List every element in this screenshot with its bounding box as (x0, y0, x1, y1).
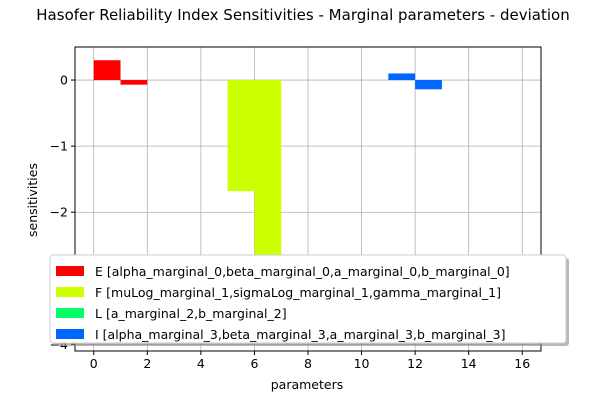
legend-swatch (56, 266, 84, 276)
legend-swatch (56, 308, 84, 318)
legend-label: L [a_marginal_2,b_marginal_2] (95, 306, 287, 321)
bar (388, 73, 416, 81)
y-tick-label: −1 (50, 139, 68, 154)
x-tick-label: 8 (304, 356, 312, 371)
legend: E [alpha_marginal_0,beta_marginal_0,a_ma… (49, 254, 569, 346)
bar (415, 80, 442, 90)
x-tick-label: 4 (197, 356, 205, 371)
y-axis-label: sensitivities (25, 163, 40, 237)
x-tick-label: 14 (461, 356, 477, 371)
y-tick-label: 0 (60, 73, 68, 88)
y-tick-label: −2 (50, 205, 68, 220)
bar (93, 60, 121, 81)
bar (227, 80, 255, 192)
bar (254, 80, 282, 272)
x-tick-label: 10 (354, 356, 370, 371)
chart-title: Hasofer Reliability Index Sensitivities … (36, 6, 569, 24)
bar (120, 80, 148, 85)
legend-label: F [muLog_marginal_1,sigmaLog_marginal_1,… (95, 285, 501, 300)
legend-swatch (56, 329, 84, 339)
x-tick-label: 16 (514, 356, 530, 371)
legend-label: E [alpha_marginal_0,beta_marginal_0,a_ma… (95, 264, 510, 279)
x-tick-label: 6 (250, 356, 258, 371)
legend-swatch (56, 287, 84, 297)
legend-box (49, 254, 567, 344)
x-axis-label: parameters (271, 377, 344, 392)
x-tick-label: 0 (90, 356, 98, 371)
x-tick-label: 12 (407, 356, 423, 371)
legend-label: I [alpha_marginal_3,beta_marginal_3,a_ma… (95, 327, 505, 342)
x-tick-label: 2 (143, 356, 151, 371)
